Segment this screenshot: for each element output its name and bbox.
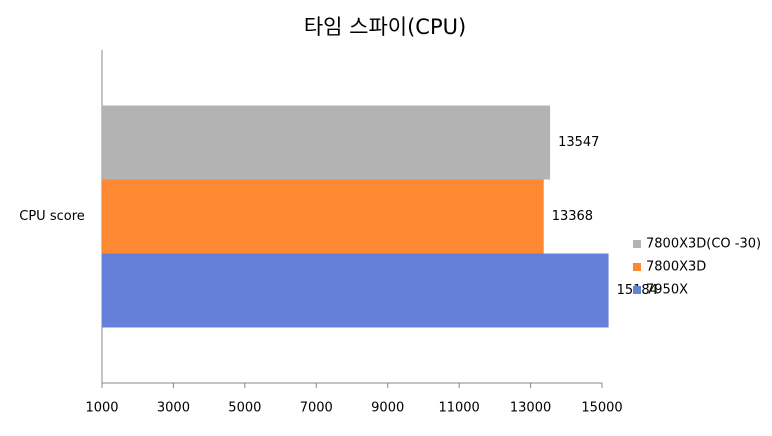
bar	[102, 179, 544, 254]
x-tick-label: 11000	[438, 401, 479, 416]
data-label: 13368	[552, 209, 593, 224]
legend-swatch	[633, 263, 641, 271]
bar	[102, 253, 609, 328]
x-tick-label: 9000	[371, 401, 404, 416]
legend-label: 7950X	[646, 283, 688, 298]
x-tick-label: 1000	[85, 401, 118, 416]
legend-label: 7800X3D	[646, 260, 706, 275]
legend-swatch	[633, 240, 641, 248]
y-tick-label: CPU score	[19, 209, 85, 224]
chart-title: 타임 스파이(CPU)	[304, 15, 466, 39]
x-tick-label: 15000	[581, 401, 622, 416]
x-tick-label: 5000	[228, 401, 261, 416]
legend-label: 7800X3D(CO -30)	[646, 237, 761, 252]
x-tick-label: 7000	[300, 401, 333, 416]
data-label: 13547	[558, 135, 599, 150]
x-tick-label: 3000	[157, 401, 190, 416]
x-tick-label: 13000	[510, 401, 551, 416]
legend-swatch	[633, 286, 641, 294]
bar	[102, 105, 551, 180]
